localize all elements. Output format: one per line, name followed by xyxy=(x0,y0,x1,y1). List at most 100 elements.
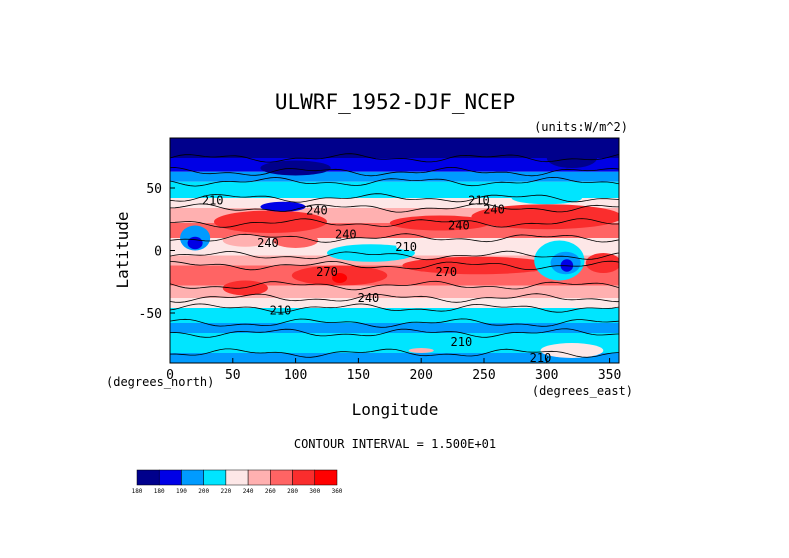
contour-label: 270 xyxy=(316,265,338,279)
colorbar-level-label: 190 xyxy=(176,488,187,495)
x-tick-label: 100 xyxy=(284,368,307,383)
contour-labels: 2102402402402102402402702702402102102102… xyxy=(202,194,552,365)
colorbar-swatch xyxy=(314,469,338,486)
x-tick-label: 200 xyxy=(409,368,432,383)
colorbar-level-label: 180 xyxy=(154,488,165,495)
contour-label: 240 xyxy=(257,236,279,250)
shaded-region xyxy=(546,148,598,168)
contour-label: 210 xyxy=(202,194,224,208)
x-tick-label: 250 xyxy=(472,368,495,383)
shaded-region xyxy=(260,160,331,176)
shaded-region xyxy=(187,236,203,250)
contour-line xyxy=(170,328,619,338)
contour-label: 240 xyxy=(448,219,470,233)
y-tick-label: -50 xyxy=(139,307,162,322)
x-tick-label: 50 xyxy=(225,368,241,383)
colorbar-swatch xyxy=(270,469,293,486)
shaded-region xyxy=(389,215,491,231)
colorbar-level-label: 360 xyxy=(332,488,343,495)
y-unit-note: (degrees_north) xyxy=(106,375,214,389)
shaded-region xyxy=(540,343,604,358)
x-tick-label: 350 xyxy=(598,368,621,383)
shaded-region xyxy=(213,210,327,233)
colorbar-swatch xyxy=(158,469,182,486)
colorbar-swatch xyxy=(225,469,249,486)
y-tick-label: 0 xyxy=(154,245,162,260)
shaded-band xyxy=(170,171,619,182)
x-tick-label: 0 xyxy=(166,368,174,383)
contour-line xyxy=(170,203,619,213)
colorbar-level-label: 280 xyxy=(287,488,298,495)
shaded-band xyxy=(170,255,619,266)
colorbar-level-label: 220 xyxy=(220,488,231,495)
contour-line xyxy=(170,166,619,177)
colorbar-level-label: 300 xyxy=(309,488,320,495)
colorbar: 180 180 190 200 220 240 260 280 300 360 xyxy=(132,469,343,495)
colorbar-swatch xyxy=(247,469,271,486)
shaded-region xyxy=(402,256,554,275)
shaded-region xyxy=(326,244,415,262)
colorbar-level-label: 260 xyxy=(265,488,276,495)
contour-label: 210 xyxy=(451,335,473,349)
shaded-band xyxy=(170,138,619,158)
contour-line xyxy=(170,348,619,358)
colorbar-swatch xyxy=(203,469,227,486)
colorbar-level-label: 180 xyxy=(132,488,143,495)
colorbar-swatch xyxy=(181,469,204,486)
contour-line xyxy=(170,153,619,163)
contour-line xyxy=(170,250,619,261)
contour-label: 240 xyxy=(306,204,328,218)
shaded-region xyxy=(222,234,268,247)
shaded-band xyxy=(170,298,619,308)
plot-area: 2102402402402102402402702702402102102102… xyxy=(170,138,619,365)
contour-label: 240 xyxy=(335,227,357,241)
contour-label: 270 xyxy=(435,265,457,279)
contour-line xyxy=(170,176,619,187)
y-axis-ticks: 50 0 -50 xyxy=(139,182,175,322)
shaded-band xyxy=(170,308,619,323)
contour-label: 240 xyxy=(358,291,380,305)
x-tick-label: 300 xyxy=(535,368,558,383)
shaded-regions xyxy=(180,148,619,358)
shaded-region xyxy=(396,241,472,252)
shaded-region xyxy=(408,348,434,353)
x-axis-ticks: 0 50 100 150 200 250 300 350 xyxy=(166,358,621,383)
shaded-region xyxy=(511,191,582,205)
colorbar-swatch xyxy=(292,469,316,486)
contour-label: 210 xyxy=(530,351,552,365)
contour-label: 210 xyxy=(270,304,292,318)
contour-interval-text: CONTOUR INTERVAL = 1.500E+01 xyxy=(294,437,496,451)
shaded-band xyxy=(170,181,619,198)
colorbar-swatch xyxy=(136,469,160,486)
colorbar-level-label: 240 xyxy=(243,488,254,495)
shaded-band xyxy=(170,198,619,208)
contour-line xyxy=(170,303,619,313)
shaded-region xyxy=(260,201,306,212)
contour-line xyxy=(170,193,619,203)
colorbar-level-label: 200 xyxy=(198,488,209,495)
contour-lines xyxy=(170,153,619,358)
shaded-region xyxy=(272,233,319,248)
contour-line xyxy=(170,293,619,303)
shaded-region xyxy=(471,204,619,230)
x-tick-label: 150 xyxy=(347,368,370,383)
contour-label: 210 xyxy=(468,194,490,208)
shaded-band xyxy=(170,353,619,363)
shaded-band xyxy=(170,333,619,353)
contour-line xyxy=(170,280,619,291)
contour-label: 240 xyxy=(483,202,505,216)
x-axis-label: Longitude xyxy=(352,400,439,419)
chart-title: ULWRF_1952-DJF_NCEP xyxy=(275,90,515,114)
x-unit-note: (degrees_east) xyxy=(532,384,633,398)
contour-line xyxy=(170,233,619,243)
shaded-band xyxy=(170,323,619,333)
units-label: (units:W/m^2) xyxy=(534,120,628,134)
shaded-region xyxy=(332,273,348,283)
y-axis-label: Latitude xyxy=(113,211,132,288)
contour-line xyxy=(170,260,619,271)
contour-label: 210 xyxy=(395,240,417,254)
shaded-region xyxy=(585,253,619,273)
contour-line xyxy=(170,318,619,328)
contour-line xyxy=(170,218,619,228)
